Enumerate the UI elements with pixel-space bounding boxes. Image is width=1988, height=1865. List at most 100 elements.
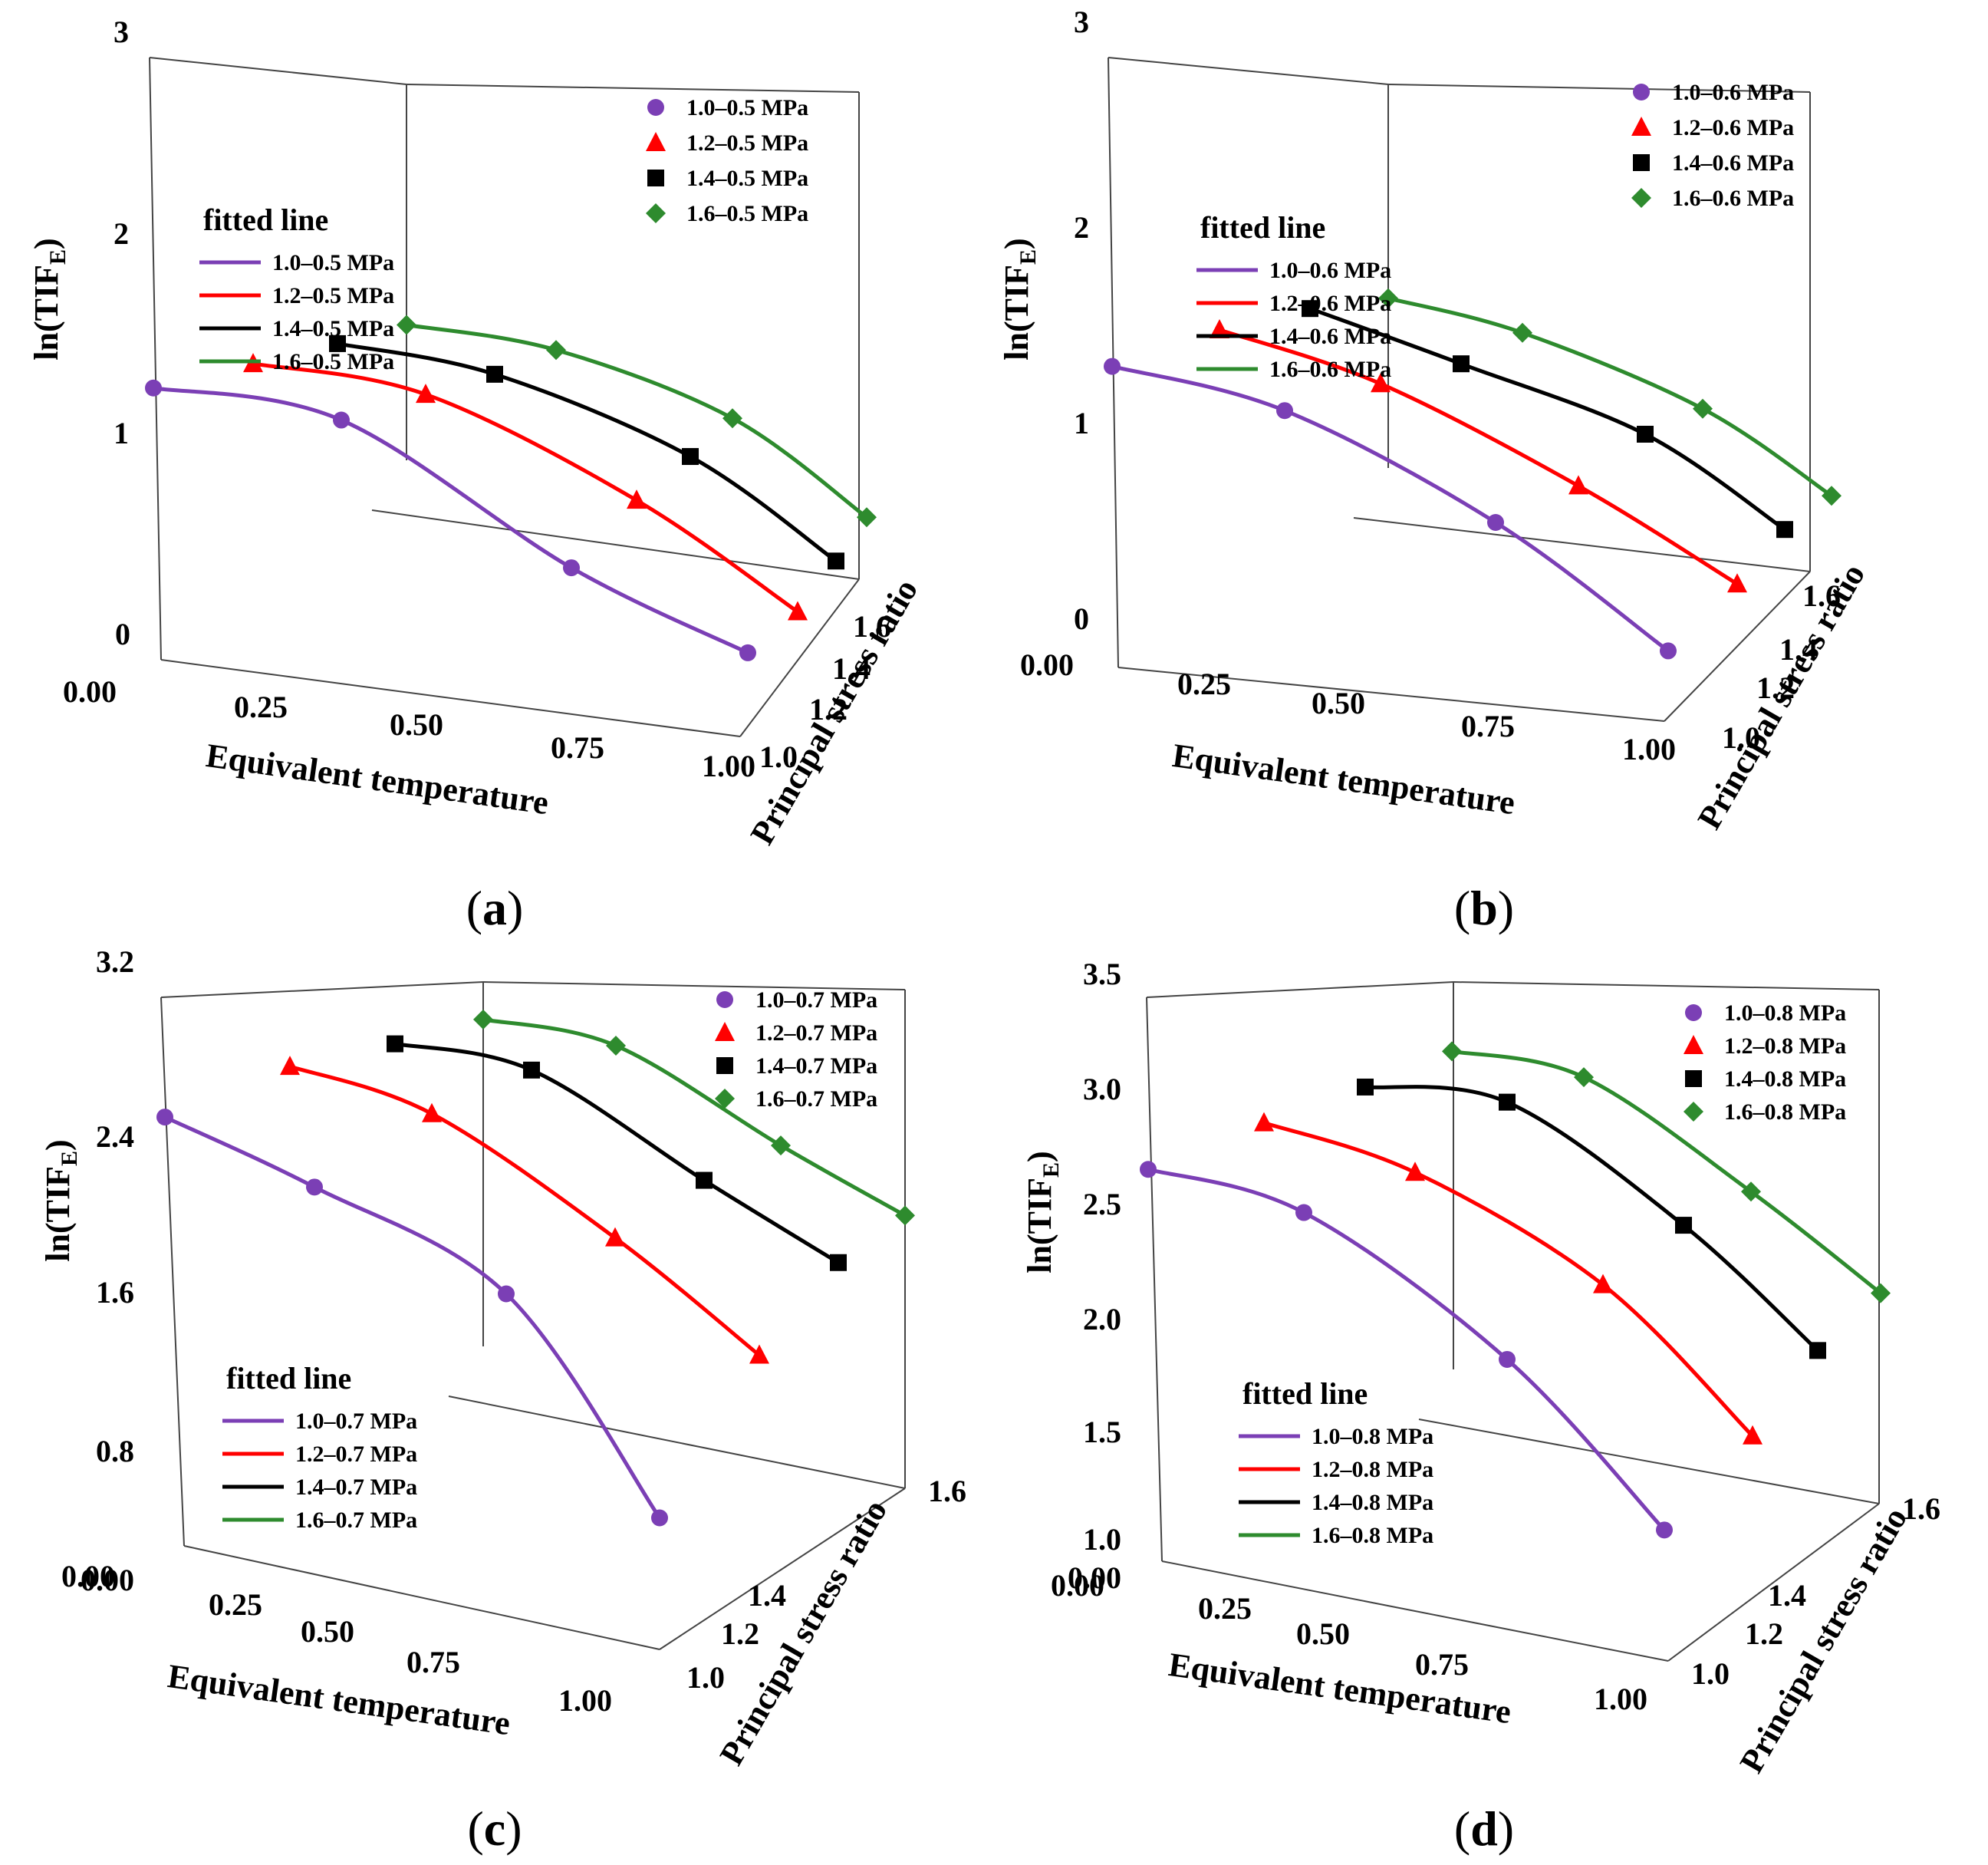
z-tick-label: 1 (114, 416, 129, 450)
data-point-series-3 (1871, 1283, 1891, 1303)
fitted-line-legend-title: fitted line (1200, 210, 1325, 245)
z-axis-label-subscript: E (1038, 1162, 1064, 1178)
y-tick-label: 1.4 (832, 651, 871, 686)
z-tick-label: 1.0 (1083, 1522, 1121, 1557)
y-axis-line (739, 578, 860, 737)
x-axis-line (183, 1545, 660, 1650)
legend-marker-3 (646, 203, 666, 223)
legend-line-label: 1.4–0.6 MPa (1269, 324, 1391, 349)
y-tick-label: 1.0 (759, 740, 798, 774)
caption-close-paren: ) (505, 1801, 522, 1856)
z-tick-label: 2.4 (96, 1119, 134, 1154)
data-point-series-1 (1727, 573, 1747, 593)
x-axis-line (1117, 667, 1665, 722)
z-axis-label-main: ln(TIF (1021, 1178, 1058, 1274)
data-point-series-1 (1568, 475, 1588, 495)
data-point-series-0 (306, 1178, 323, 1196)
legend-marker-label: 1.4–0.7 MPa (755, 1053, 877, 1079)
z-tick-label: 1.5 (1083, 1415, 1121, 1449)
x-axis-label: Equivalent temperature (1170, 736, 1518, 822)
caption-open-paren: ( (1454, 1801, 1470, 1856)
fitted-line-series-1 (289, 1064, 761, 1357)
legend-marker-1 (1631, 117, 1651, 136)
y-tick-label: 1.2 (721, 1616, 759, 1651)
data-point-series-1 (1254, 1112, 1274, 1132)
back-floor-line (1418, 1419, 1880, 1504)
legend-marker-label: 1.6–0.6 MPa (1672, 186, 1794, 211)
y-axis-line (1664, 571, 1811, 722)
fitted-line-legend-title: fitted line (203, 203, 328, 237)
x-axis-line (160, 659, 741, 737)
panel-caption: (d) (1454, 1801, 1514, 1856)
legend-line-label: 1.6–0.6 MPa (1269, 357, 1391, 382)
z-tick-label: 0.8 (96, 1434, 134, 1468)
y-axis-line (659, 1488, 906, 1650)
data-point-series-1 (1371, 373, 1391, 393)
y-tick-label: 1.6 (1802, 578, 1841, 613)
caption-letter: b (1470, 881, 1498, 935)
y-tick-label: 1.4 (1779, 632, 1818, 667)
z-tick-label: 2.0 (1083, 1302, 1121, 1336)
data-point-series-1 (627, 489, 647, 509)
data-point-series-3 (1378, 288, 1398, 308)
x-tick-label: 0.50 (1312, 686, 1365, 720)
legend-marker-label: 1.4–0.8 MPa (1724, 1066, 1846, 1092)
chart-panel-d: 0.000.250.500.751.001.01.21.41.60.001.01… (1021, 957, 1940, 1856)
x-tick-label: 1.00 (1594, 1682, 1647, 1716)
fitted-line-series-1 (1219, 328, 1739, 586)
z-axis-label-close: ) (28, 238, 65, 249)
x-axis-line (1161, 1560, 1669, 1662)
data-point-series-2 (387, 1035, 403, 1053)
data-point-series-1 (1743, 1425, 1763, 1445)
z-tick-label: 3.5 (1083, 957, 1121, 991)
legend-marker-label: 1.4–0.5 MPa (686, 166, 808, 191)
data-point-series-3 (722, 408, 742, 429)
panel-caption: (c) (467, 1801, 522, 1856)
data-point-series-2 (1499, 1093, 1516, 1111)
x-axis-label: Equivalent temperature (204, 736, 551, 822)
legend-marker-2 (1685, 1070, 1702, 1087)
x-tick-label: 0.00 (1051, 1568, 1104, 1603)
legend-marker-1 (646, 132, 666, 151)
x-tick-label: 1.00 (558, 1683, 612, 1718)
data-point-series-3 (397, 315, 416, 335)
y-tick-label: 1.6 (853, 609, 891, 644)
y-axis-label: Principal stress ratio (1690, 558, 1873, 835)
fitted-line-series-2 (394, 1042, 840, 1264)
legend-line-label: 1.6–0.7 MPa (295, 1507, 417, 1533)
fitted-line-legend-title: fitted line (226, 1361, 351, 1395)
z-axis-label: ln(TIFE) (1021, 1151, 1064, 1273)
legend-line-label: 1.0–0.5 MPa (272, 250, 394, 275)
y-tick-label: 1.4 (1768, 1578, 1806, 1613)
data-point-series-0 (1295, 1204, 1312, 1221)
data-point-series-0 (651, 1509, 668, 1527)
data-point-series-3 (1822, 486, 1842, 506)
fitted-line-series-2 (1364, 1085, 1819, 1353)
z-axis-label: ln(TIFE) (998, 238, 1041, 360)
top-edge-line (1146, 981, 1454, 998)
data-point-series-0 (333, 411, 350, 429)
data-point-series-3 (895, 1205, 915, 1226)
legend-marker-label: 1.4–0.6 MPa (1672, 150, 1794, 176)
legend-marker-2 (647, 170, 664, 186)
data-point-series-0 (1487, 514, 1504, 531)
data-point-series-0 (1656, 1521, 1673, 1539)
legend-marker-label: 1.6–0.5 MPa (686, 201, 808, 226)
fitted-line-series-2 (337, 341, 838, 563)
top-back-edge-line (406, 84, 860, 93)
x-tick-label: 0.50 (390, 707, 443, 742)
x-tick-label: 0.25 (234, 690, 288, 724)
fitted-line-series-3 (1387, 296, 1833, 498)
data-point-series-0 (739, 644, 756, 661)
z-axis-label-subscript: E (1015, 249, 1041, 265)
y-axis-label: Principal stress ratio (743, 573, 926, 851)
legend-line-label: 1.4–0.7 MPa (295, 1475, 417, 1500)
legend-line-label: 1.0–0.6 MPa (1269, 258, 1391, 283)
legend-marker-label: 1.2–0.8 MPa (1724, 1033, 1846, 1059)
fitted-line-series-0 (153, 386, 749, 655)
top-back-edge-line (482, 981, 906, 990)
fitted-line-series-3 (1451, 1049, 1882, 1295)
z-axis-label-main: ln(TIF (28, 265, 65, 361)
x-tick-label: 0.25 (209, 1587, 262, 1622)
y-tick-label: 1.2 (809, 692, 848, 727)
